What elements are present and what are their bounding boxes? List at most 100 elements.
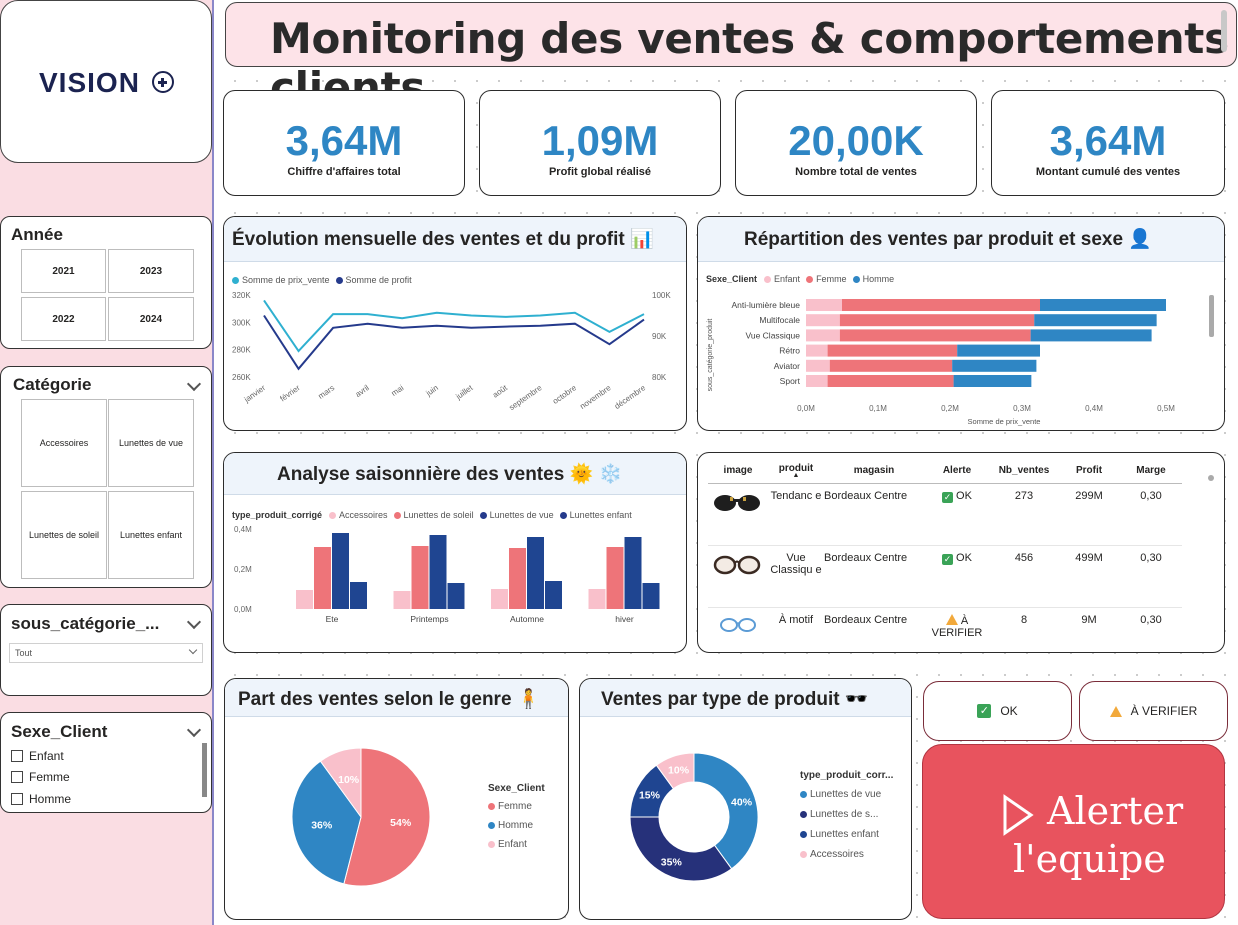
chevron-down-icon[interactable] <box>186 614 202 630</box>
column-header[interactable]: magasin <box>824 459 924 484</box>
table-scrollbar[interactable] <box>1208 475 1214 481</box>
column-accessoires <box>296 590 313 609</box>
bar-segment-femme <box>842 299 1040 311</box>
y-tick-label: 300K <box>232 318 251 327</box>
checkbox-enfant[interactable]: Enfant <box>11 749 64 763</box>
legend-label: Enfant <box>498 839 527 850</box>
column-header[interactable]: Profit <box>1058 459 1120 484</box>
checkbox-homme[interactable]: Homme <box>11 792 71 806</box>
chart-legend: Somme de prix_vente Somme de profit <box>232 275 412 285</box>
visual-header <box>224 453 686 495</box>
table-row[interactable]: Vue Classiqu e Bordeaux Centre ✓ OK 456 4… <box>708 545 1182 608</box>
cell-produit: À motif <box>778 613 814 626</box>
cell-profit: 299M <box>1058 483 1120 546</box>
x-tick-label: avril <box>354 383 371 399</box>
bar-segment-enfant <box>806 359 830 372</box>
kpi-value: 1,09M <box>541 117 659 164</box>
column-header[interactable]: image <box>708 459 768 484</box>
chevron-down-icon[interactable] <box>186 376 202 392</box>
legend-swatch <box>800 831 807 838</box>
table-row[interactable]: À motif Bordeaux Centre À VERIFIER 8 9M … <box>708 607 1182 647</box>
slice-femme <box>343 747 431 887</box>
slicer-title: Sexe_Client <box>11 722 108 741</box>
cell-produit: Vue Classiqu e <box>768 545 824 608</box>
column-lunettes-enfant <box>447 583 465 609</box>
x-tick-label: 0,4M <box>1085 404 1103 413</box>
column-header[interactable]: produit ▲ <box>768 459 824 484</box>
slicer-option[interactable]: 2023 <box>108 249 194 293</box>
cell-alerte: À VERIFIER <box>924 607 990 647</box>
sous-categorie-dropdown[interactable]: Tout <box>9 643 203 663</box>
bar-segment-homme <box>957 344 1040 357</box>
cell-marge: 0,30 <box>1120 483 1182 546</box>
column-lunettes-de-vue <box>624 537 642 609</box>
legend-item: Enfant <box>488 839 527 850</box>
y2-tick-label: 100K <box>652 291 671 300</box>
slicer-option[interactable]: 2022 <box>21 297 106 341</box>
slice-label: 40% <box>731 797 753 809</box>
x-tick-label: 0,1M <box>869 404 887 413</box>
donut-chart: 40% 35% 15% 10% <box>629 752 759 882</box>
legend-label: Somme de prix_vente <box>242 275 330 285</box>
y-tick-label: 280K <box>232 346 251 355</box>
x-tick-label: hiver <box>615 614 634 624</box>
legend-swatch <box>488 841 495 848</box>
series-line-profit <box>263 314 645 371</box>
check-icon: ✓ <box>942 491 954 503</box>
slicer-option[interactable]: Lunettes enfant <box>108 491 194 579</box>
slicer-annee: Année 2021 2023 2022 2024 <box>0 216 212 349</box>
x-tick-label: septembre <box>507 383 544 412</box>
table-row[interactable]: Tendanc e Bordeaux Centre ✓ OK 273 299M 0… <box>708 483 1182 546</box>
ok-button[interactable]: ✓ OK <box>923 681 1072 741</box>
column-header[interactable]: Alerte <box>924 459 990 484</box>
cell-magasin: Bordeaux Centre <box>824 613 908 626</box>
chevron-down-icon[interactable] <box>186 722 202 738</box>
scrollbar-thumb[interactable] <box>1221 10 1227 52</box>
legend-swatch <box>806 275 814 283</box>
checkbox[interactable] <box>11 750 23 762</box>
column-lunettes-de-soleil <box>314 547 331 609</box>
y-tick-label: 0,0M <box>234 605 252 614</box>
x-tick-label: 0,5M <box>1157 404 1175 413</box>
x-tick-label: Ete <box>326 614 339 624</box>
column-header-label: produit <box>778 463 814 475</box>
legend-swatch <box>852 275 860 283</box>
checkbox-label: Femme <box>29 770 70 784</box>
verifier-button[interactable]: À VERIFIER <box>1079 681 1228 741</box>
visual-header <box>225 679 568 717</box>
alert-team-button[interactable]: Alerter l'equipe <box>922 744 1225 919</box>
checkbox-label: Homme <box>29 792 72 806</box>
checkbox[interactable] <box>11 771 23 783</box>
kpi-label: Profit global réalisé <box>548 166 652 178</box>
slicer-option[interactable]: Lunettes de vue <box>108 399 194 487</box>
column-header[interactable]: Nb_ventes <box>990 459 1058 484</box>
cell-nb-ventes: 456 <box>990 545 1058 608</box>
check-icon: ✓ <box>942 553 954 565</box>
slicer-option[interactable]: Lunettes de soleil <box>21 491 107 579</box>
slicer-option[interactable]: 2024 <box>108 297 194 341</box>
y-tick-label: Multifocale <box>759 315 800 325</box>
kpi-label: Nombre total de ventes <box>795 166 917 178</box>
chart-scrollbar[interactable] <box>1209 295 1214 337</box>
legend-item: Accessoires <box>800 849 864 860</box>
bar-segment-enfant <box>806 375 828 387</box>
report-title-bar: Monitoring des ventes & comportements cl… <box>225 2 1237 112</box>
chevron-down-icon <box>188 645 198 655</box>
legend-label: Lunettes enfant <box>569 510 632 520</box>
slice-label: 10% <box>668 764 690 776</box>
visual-title: Répartition des ventes par produit et se… <box>744 229 1152 250</box>
slicer-option[interactable]: Accessoires <box>21 399 107 487</box>
checkbox[interactable] <box>11 793 23 805</box>
product-image <box>708 607 768 647</box>
visual-part-genre: Part des ventes selon le genre 🧍 54% 36% 1… <box>224 678 569 920</box>
bar-segment-homme <box>952 359 1037 372</box>
column-header[interactable]: Marge <box>1120 459 1182 484</box>
legend-swatch <box>479 511 487 519</box>
slicer-option[interactable]: 2021 <box>21 249 106 293</box>
slicer-title: Catégorie <box>13 375 92 394</box>
slicer-scrollbar[interactable] <box>202 743 207 797</box>
legend-label: Lunettes de vue <box>489 510 554 520</box>
y-tick-label: Rétro <box>779 346 800 356</box>
checkbox-femme[interactable]: Femme <box>11 770 70 784</box>
legend-swatch <box>232 276 239 284</box>
